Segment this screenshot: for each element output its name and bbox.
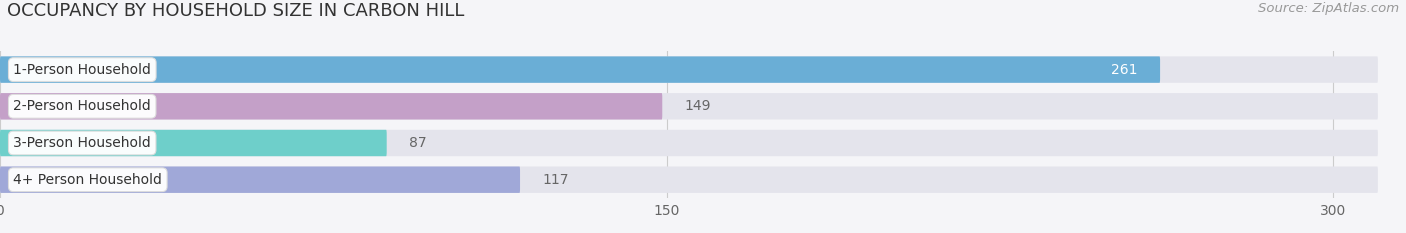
- Text: Source: ZipAtlas.com: Source: ZipAtlas.com: [1258, 2, 1399, 15]
- FancyBboxPatch shape: [0, 130, 1378, 156]
- FancyBboxPatch shape: [0, 130, 387, 156]
- FancyBboxPatch shape: [0, 167, 1378, 193]
- Text: 1-Person Household: 1-Person Household: [13, 63, 152, 77]
- FancyBboxPatch shape: [0, 93, 662, 120]
- FancyBboxPatch shape: [0, 56, 1160, 83]
- Text: 261: 261: [1111, 63, 1137, 77]
- Text: OCCUPANCY BY HOUSEHOLD SIZE IN CARBON HILL: OCCUPANCY BY HOUSEHOLD SIZE IN CARBON HI…: [7, 2, 464, 20]
- Text: 149: 149: [685, 99, 711, 113]
- Text: 117: 117: [543, 173, 569, 187]
- Text: 4+ Person Household: 4+ Person Household: [13, 173, 162, 187]
- FancyBboxPatch shape: [0, 93, 1378, 120]
- Text: 3-Person Household: 3-Person Household: [13, 136, 150, 150]
- FancyBboxPatch shape: [0, 167, 520, 193]
- Text: 2-Person Household: 2-Person Household: [13, 99, 150, 113]
- Text: 87: 87: [409, 136, 426, 150]
- FancyBboxPatch shape: [0, 56, 1378, 83]
